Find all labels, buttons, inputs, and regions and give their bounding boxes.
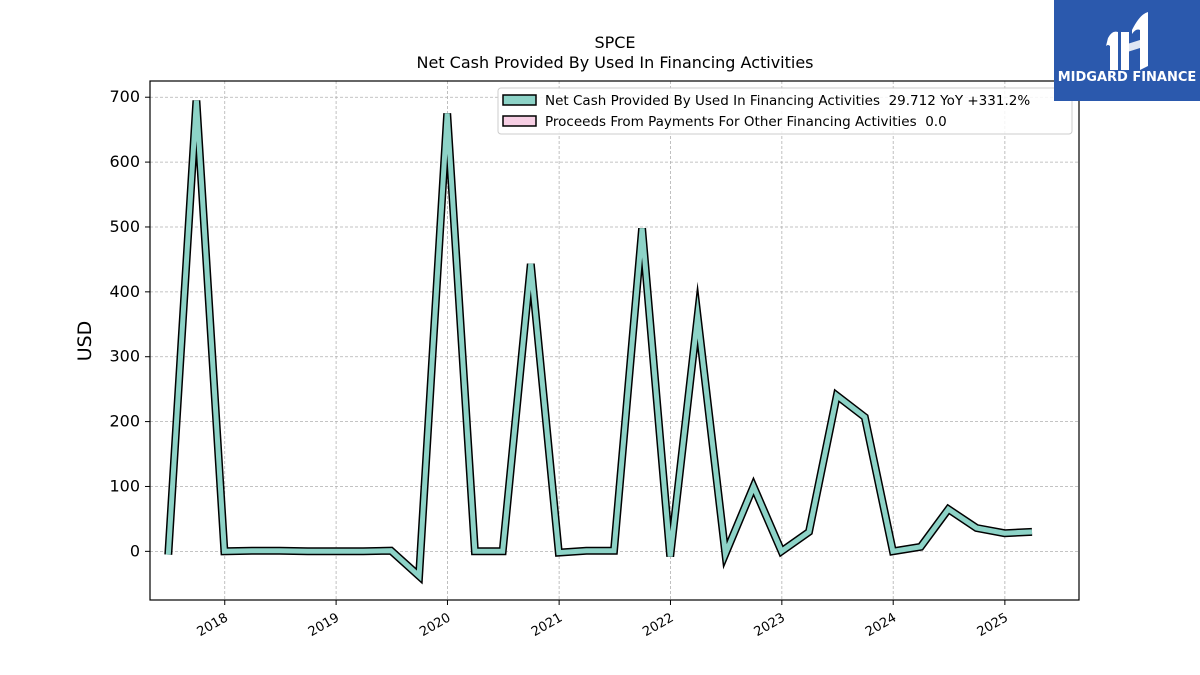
y-tick-label: 700 <box>109 87 140 106</box>
y-axis-label: USD <box>74 321 96 362</box>
chart-subtitle: Net Cash Provided By Used In Financing A… <box>416 53 813 72</box>
series-line-1 <box>165 100 1033 582</box>
legend: Net Cash Provided By Used In Financing A… <box>497 87 1073 135</box>
series-lines <box>164 100 1033 585</box>
legend-box <box>497 87 1073 135</box>
legend-label-2: Proceeds From Payments For Other Financi… <box>545 114 947 130</box>
midgard-finance-logo: MIDGARD FINANCE <box>1054 0 1200 101</box>
y-tick-label: 100 <box>109 476 140 495</box>
logo-mark-icon <box>1106 12 1148 71</box>
chart-title: SPCE <box>594 33 635 52</box>
y-tick-label: 400 <box>109 282 140 301</box>
legend-label-1: Net Cash Provided By Used In Financing A… <box>545 93 1030 109</box>
legend-swatch-2 <box>502 115 537 127</box>
y-tick-label: 500 <box>109 217 140 236</box>
y-tick-label: 0 <box>130 541 140 560</box>
legend-swatch-1 <box>502 94 537 106</box>
plot-frame <box>149 80 1080 601</box>
y-tick-label: 300 <box>109 347 140 366</box>
y-tick-label: 600 <box>109 152 140 171</box>
y-tick-label: 200 <box>109 412 140 431</box>
logo-text: MIDGARD FINANCE <box>1058 70 1197 85</box>
